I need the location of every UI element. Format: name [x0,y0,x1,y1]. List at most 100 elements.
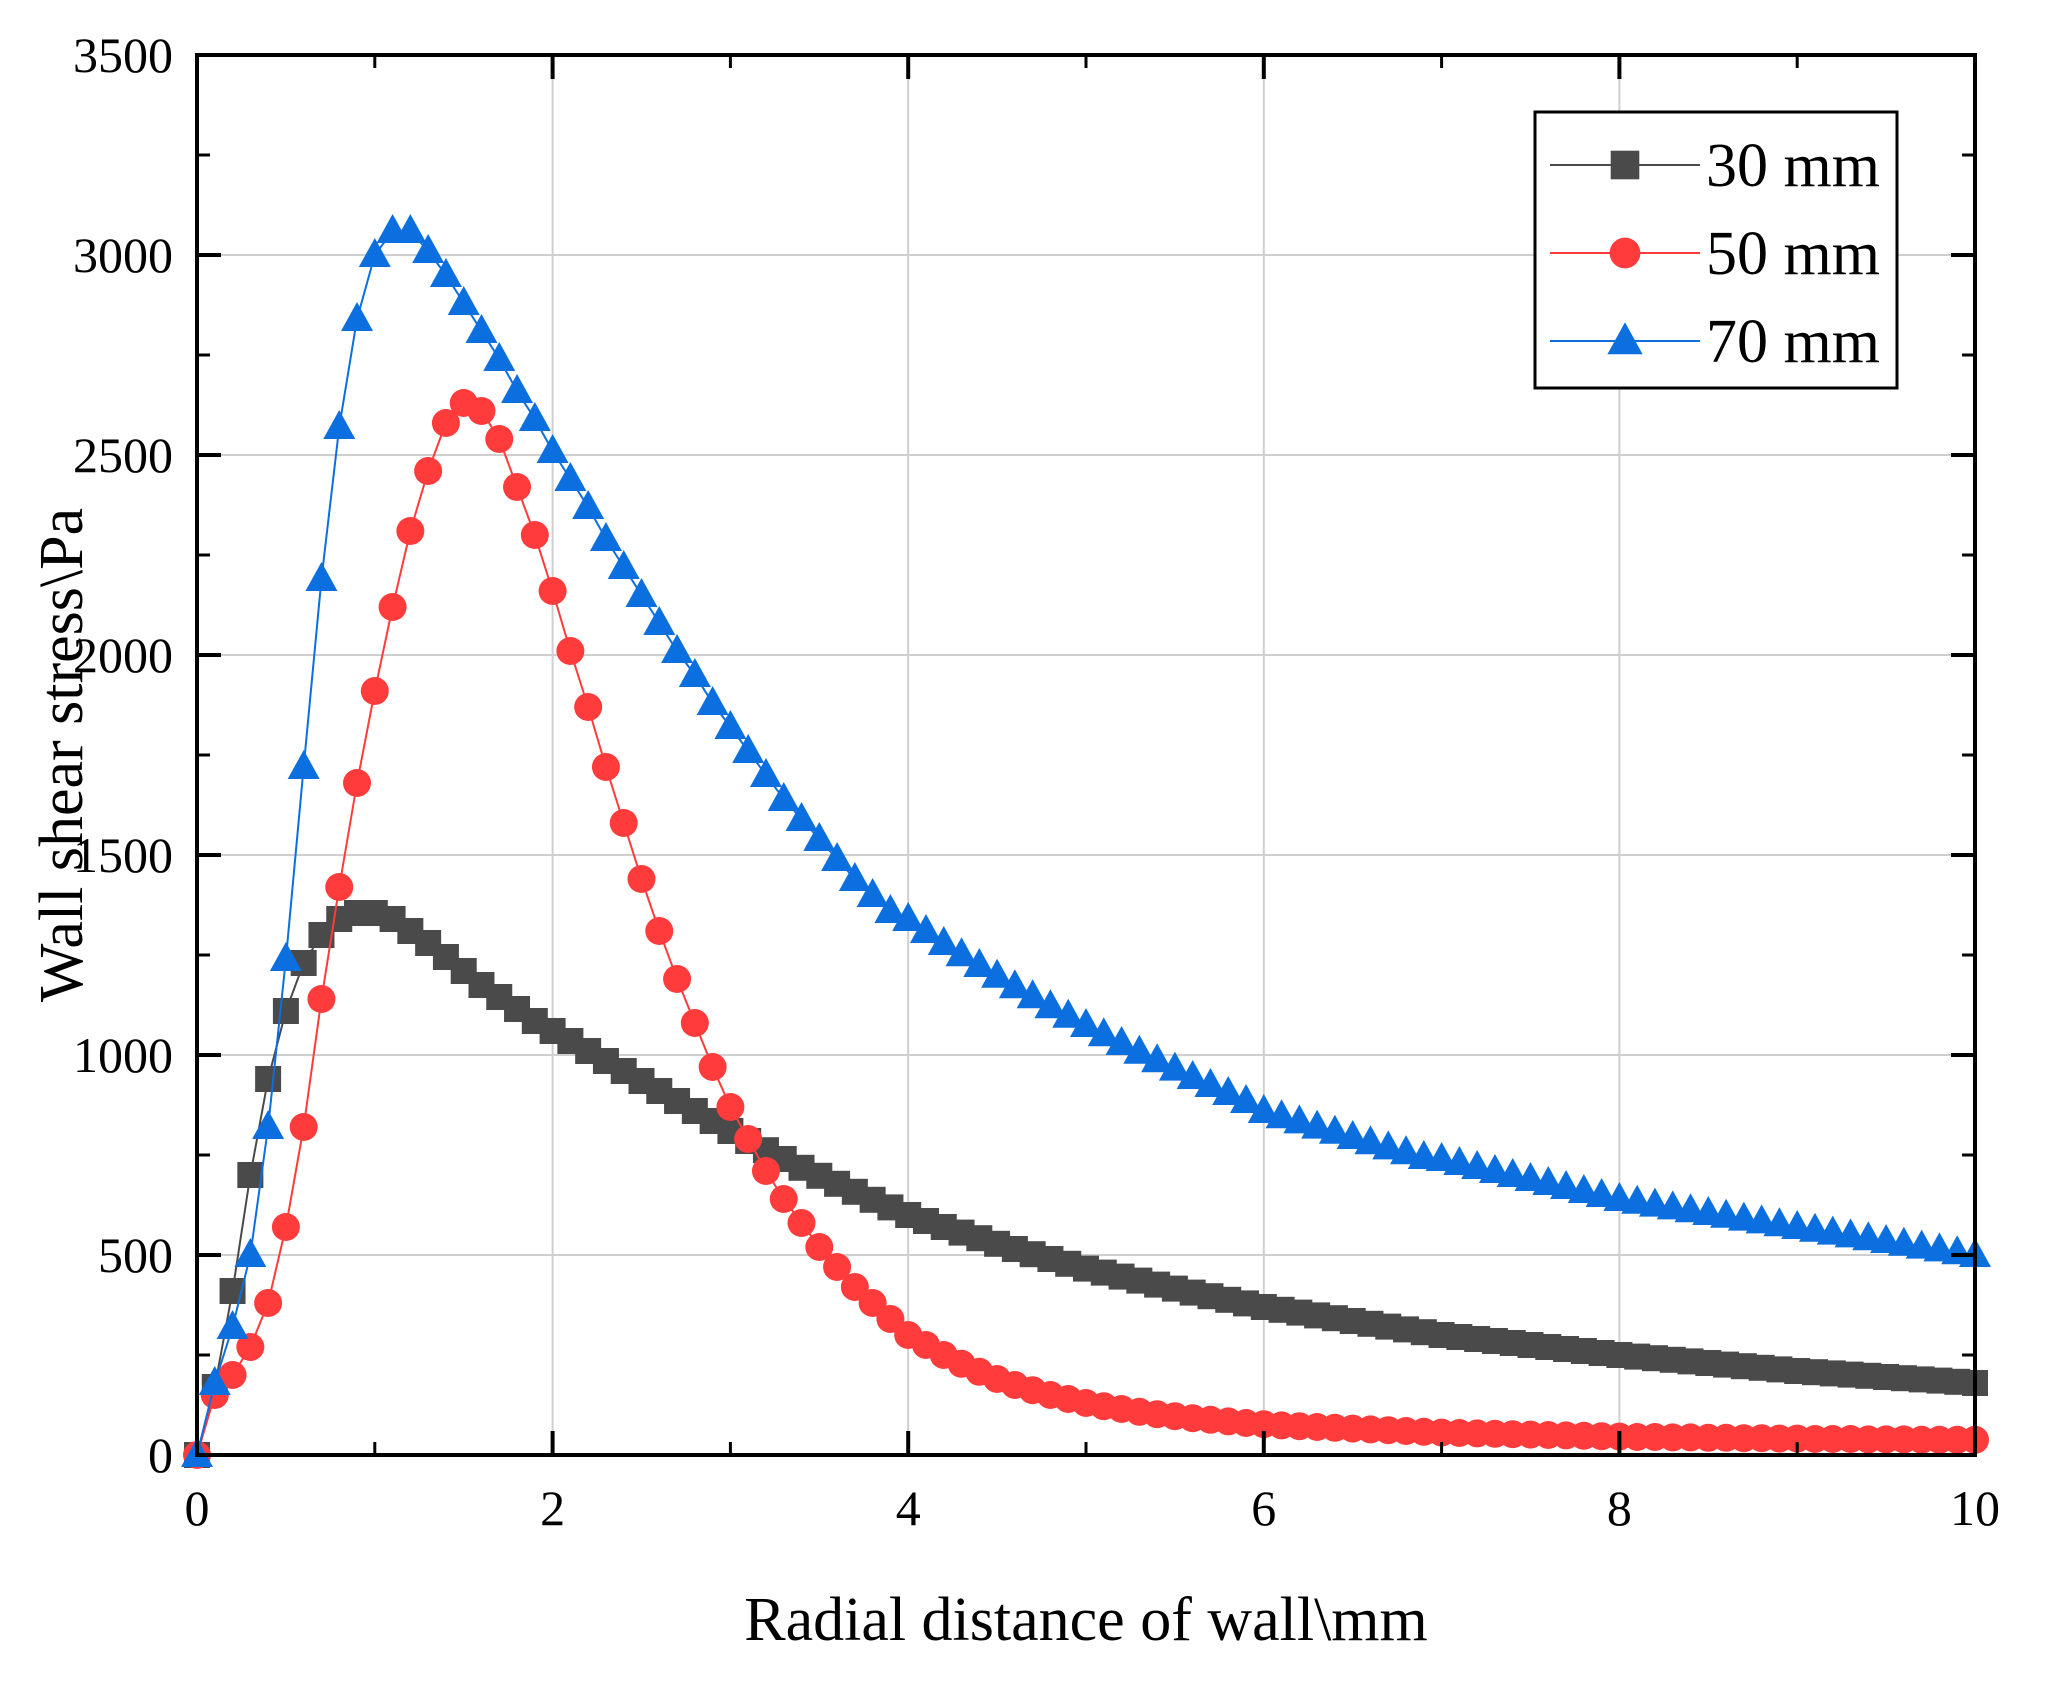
data-point [378,593,407,621]
data-point [1230,1084,1263,1113]
data-point [823,1253,852,1281]
series-70mm [181,214,1991,1467]
y-tick-label: 1500 [73,827,173,883]
data-point [216,1310,249,1339]
series-layer [181,214,1991,1469]
data-point [732,734,765,763]
data-point [661,634,694,663]
data-point [787,1209,816,1237]
data-point [271,1213,300,1241]
data-point [856,878,889,907]
data-point [574,693,603,721]
data-point [237,1162,264,1188]
data-point [1283,1104,1316,1134]
legend-marker-square [1610,150,1640,180]
data-point [840,1273,869,1301]
legend-marker-circle [1609,237,1641,269]
data-point [198,1366,231,1395]
data-point [734,1125,763,1153]
data-point [538,577,567,605]
data-point [625,578,658,607]
data-point [698,1053,727,1081]
y-tick-label: 2000 [73,627,173,683]
data-point [769,1185,798,1213]
data-point [1123,1034,1156,1064]
data-point [874,894,907,923]
data-point [1087,1017,1120,1047]
data-point [1016,979,1049,1009]
legend-marker-triangle [1607,322,1643,355]
y-tick-label: 1000 [73,1027,173,1083]
data-point [1212,1076,1245,1105]
data-point [447,286,480,315]
data-point [255,1066,282,1092]
data-point [307,985,336,1013]
data-point [909,914,942,943]
data-point [716,1093,745,1121]
legend-label: 50 mm [1706,220,1880,288]
legend: 30 mm 50 mm 70 mm [1533,110,1899,390]
data-point [805,1233,834,1261]
data-point [1390,1135,1423,1165]
ticks: 0 2 4 6 8 10 0 500 1000 1500 2000 2500 3000 3500 [73,27,2000,1536]
data-point [751,1157,780,1185]
data-point [945,937,978,967]
x-tick-label: 4 [896,1480,921,1536]
data-point [607,550,640,579]
data-point [838,862,871,891]
data-point [341,302,374,331]
data-point [1034,989,1067,1019]
x-tick-label: 6 [1251,1480,1276,1536]
data-point [518,402,551,431]
data-point [1372,1130,1405,1160]
x-tick-label: 10 [1950,1480,2000,1536]
data-point [556,637,585,665]
data-point [554,462,587,491]
data-point [358,238,391,267]
y-tick-label: 3500 [73,27,173,83]
data-point [431,409,460,437]
data-point [963,948,996,977]
data-point [1194,1068,1227,1097]
data-point [1354,1125,1387,1155]
data-point [749,758,782,787]
data-point [305,562,338,591]
y-axis-label: Wall shear stress\Pa [28,508,96,1002]
data-point [234,1238,267,1267]
data-point [485,425,514,453]
data-point [269,942,302,971]
data-point [1070,1008,1102,1037]
data-point [1336,1120,1369,1149]
data-point [892,902,925,931]
data-point [1052,998,1085,1028]
data-point [678,658,711,687]
data-point [1141,1043,1174,1073]
y-tick-label: 2500 [73,427,173,483]
data-point [465,314,498,343]
data-point [218,1361,247,1389]
data-point [1247,1094,1280,1123]
data-point [609,809,638,837]
data-point [1176,1060,1209,1089]
data-point [325,873,354,901]
data-point [536,434,569,463]
data-point [323,410,356,439]
data-point [627,865,656,893]
data-point [483,342,516,371]
data-point [998,969,1031,999]
series-30mm [184,900,1988,1468]
data-point [396,517,425,545]
data-point [821,842,854,871]
y-tick-label: 500 [98,1227,173,1283]
data-point [696,686,729,715]
data-point [589,522,622,551]
series-line [196,401,1975,1456]
x-tick-label: 8 [1607,1480,1632,1536]
data-point [289,1113,318,1141]
data-point [876,1305,905,1333]
data-point [343,769,372,797]
data-point [252,1110,285,1139]
data-point [429,258,462,287]
x-tick-label: 2 [540,1480,565,1536]
